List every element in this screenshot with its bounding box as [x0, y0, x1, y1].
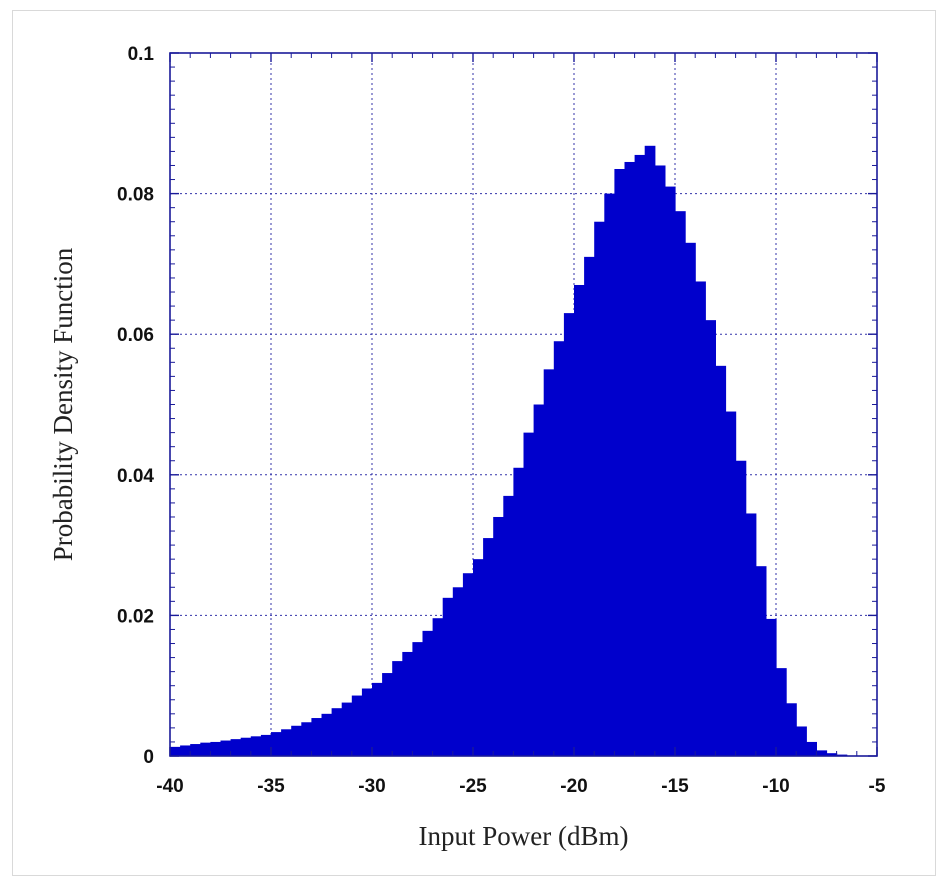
histogram-bar — [634, 154, 646, 756]
x-axis-label: Input Power (dBm) — [419, 821, 629, 851]
histogram-bar — [260, 734, 272, 756]
histogram-bar — [170, 746, 181, 756]
histogram-bar — [301, 722, 312, 756]
x-tick-label: -15 — [661, 776, 689, 797]
histogram-bar — [745, 513, 757, 756]
histogram-bar — [422, 630, 434, 756]
histogram-bar — [190, 744, 201, 756]
histogram-bar — [483, 538, 494, 756]
histogram-bar — [715, 365, 727, 756]
histogram-bar — [654, 165, 666, 757]
y-tick-label: 0.02 — [117, 606, 154, 627]
histogram-bar — [250, 736, 262, 756]
histogram-bar — [563, 313, 575, 756]
y-tick-label: 0.04 — [117, 466, 154, 487]
histogram-bar — [382, 673, 393, 756]
histogram-bar — [210, 741, 222, 756]
histogram-bar — [180, 745, 191, 756]
x-tick-label: -30 — [358, 776, 385, 797]
histogram-bar — [220, 740, 232, 756]
histogram-bar — [432, 618, 444, 756]
histogram-bar — [796, 726, 807, 756]
histogram-bar — [826, 753, 838, 756]
histogram-bar — [584, 256, 595, 756]
y-axis-label: Probability Density Function — [48, 247, 78, 561]
histogram-bar — [705, 320, 716, 756]
histogram-bar — [271, 732, 282, 756]
histogram-bar — [462, 573, 474, 756]
histogram-bar — [553, 341, 565, 756]
histogram-bar — [341, 702, 353, 756]
y-tick-label: 0.1 — [128, 44, 155, 65]
histogram-bar — [776, 668, 787, 756]
x-tick-labels: -40 -35 -30 -25 -20 -15 -10 -5 — [156, 776, 886, 797]
histogram-bar — [604, 193, 615, 757]
histogram-bar — [786, 703, 797, 756]
x-tick-label: -35 — [257, 776, 285, 797]
histogram-bar — [503, 495, 514, 756]
histogram-bar — [685, 242, 696, 756]
histogram-bar — [361, 688, 373, 756]
histogram-bars — [170, 145, 848, 757]
histogram-bar — [493, 516, 504, 756]
histogram-bar — [442, 597, 454, 756]
x-tick-label: -40 — [156, 776, 183, 797]
histogram-bar — [816, 750, 828, 756]
histogram-bar — [806, 741, 817, 756]
histogram-bar — [533, 404, 545, 756]
histogram-bar — [321, 713, 333, 756]
histogram-bar — [695, 281, 706, 756]
y-tick-label: 0.08 — [117, 185, 154, 206]
histogram-bar — [755, 566, 767, 756]
histogram-bar — [311, 718, 323, 756]
y-tick-label: 0.06 — [117, 325, 154, 346]
y-tick-labels: 0 0.02 0.04 0.06 0.08 0.1 — [117, 44, 154, 768]
histogram-bar — [281, 729, 292, 756]
x-tick-label: -10 — [762, 776, 789, 797]
histogram-bar — [675, 211, 686, 757]
x-tick-label: -25 — [459, 776, 487, 797]
histogram-bar — [372, 682, 383, 756]
histogram-bar — [614, 168, 626, 756]
histogram-bar — [523, 432, 535, 756]
histogram-bar — [574, 284, 585, 756]
histogram-bar — [452, 587, 464, 756]
histogram-bar — [473, 559, 484, 756]
histogram-bar — [725, 411, 737, 756]
x-tick-label: -5 — [869, 776, 886, 797]
histogram-bar — [351, 695, 363, 756]
histogram-bar — [230, 739, 242, 756]
histogram-bar — [513, 467, 525, 756]
histogram-bar — [200, 742, 211, 756]
histogram-bar — [624, 161, 636, 757]
histogram-bar — [644, 145, 656, 756]
tick-marks — [169, 52, 878, 757]
histogram-bar — [402, 651, 413, 756]
histogram-bar — [331, 708, 343, 756]
histogram-bar — [765, 618, 777, 756]
x-tick-label: -20 — [560, 776, 587, 797]
histogram-bar — [240, 737, 252, 756]
histogram-bar — [412, 642, 424, 756]
histogram-bar — [594, 221, 605, 757]
y-tick-label: 0 — [143, 747, 154, 768]
histogram-bar — [392, 661, 403, 756]
histogram-bar — [543, 369, 555, 756]
histogram-bar — [735, 460, 747, 756]
histogram-bar — [291, 725, 302, 756]
histogram-bar — [664, 186, 676, 756]
